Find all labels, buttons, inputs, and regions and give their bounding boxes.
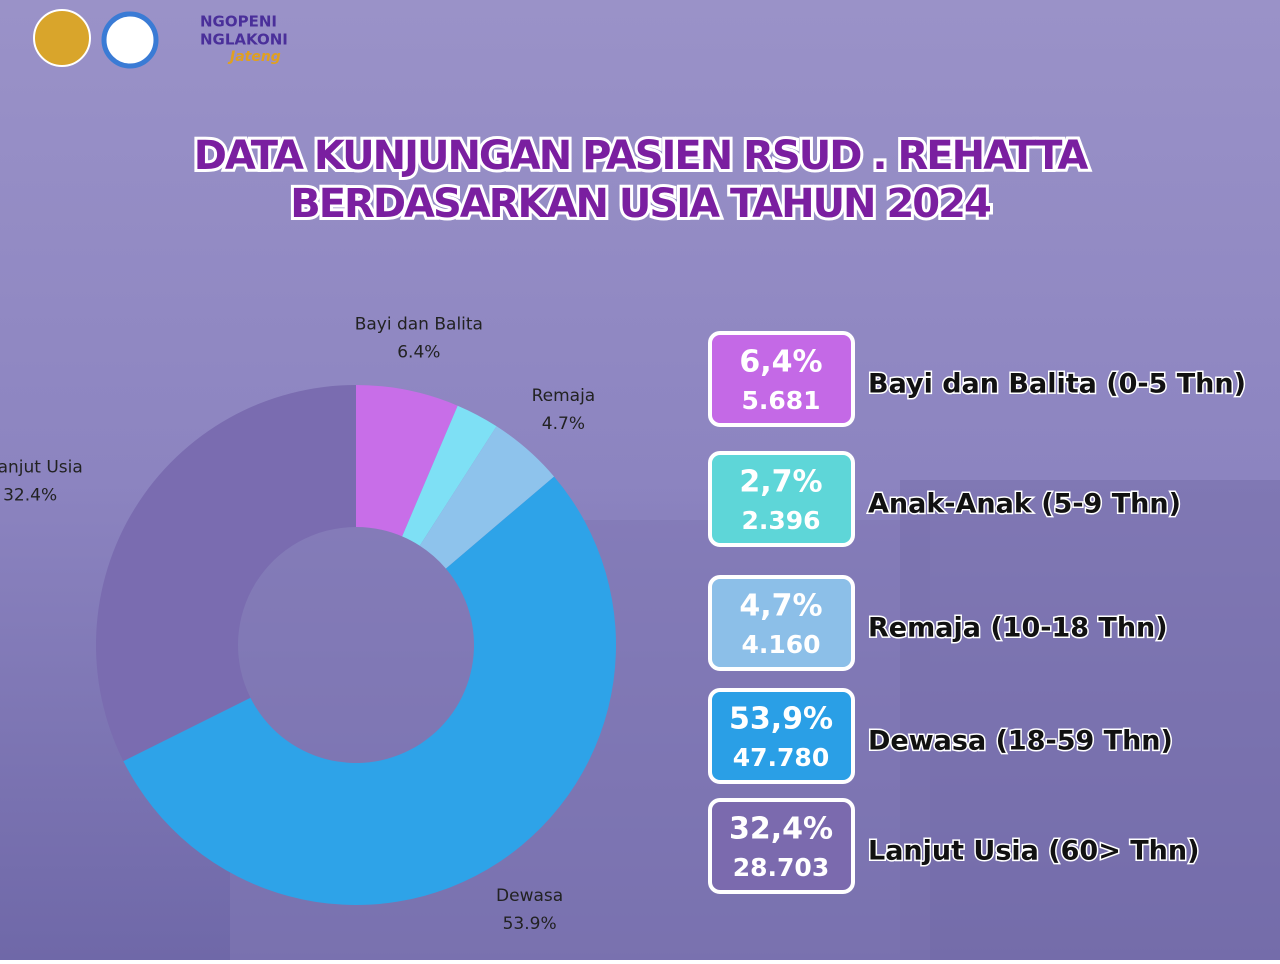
slice bbox=[402, 405, 497, 546]
logo-emblem bbox=[33, 9, 91, 67]
card-percent: 4,7% bbox=[739, 589, 822, 624]
slice-value: 53.9% bbox=[503, 914, 557, 934]
building bbox=[900, 480, 1280, 960]
card-percent: 53,9% bbox=[729, 702, 833, 737]
card-count: 28.703 bbox=[733, 853, 829, 882]
slice bbox=[123, 476, 617, 906]
title: DATA KUNJUNGAN PASIEN RSUD . REHATTA bbox=[194, 133, 1089, 179]
slice-value: 32.4% bbox=[3, 485, 57, 505]
card bbox=[708, 331, 855, 427]
slice-label: Bayi dan Balita bbox=[355, 314, 483, 334]
card bbox=[708, 688, 855, 784]
slice-label: Dewasa bbox=[496, 886, 563, 906]
slice bbox=[356, 385, 458, 537]
title: BERDASARKAN USIA TAHUN 2024 bbox=[290, 181, 990, 227]
card bbox=[708, 798, 855, 894]
card-count: 4.160 bbox=[741, 630, 820, 659]
logo-text: NGLAKONI bbox=[200, 31, 288, 49]
logo-text: Jateng bbox=[227, 49, 281, 65]
card-label: Dewasa (18-59 Thn) bbox=[868, 726, 1173, 757]
card-label: Bayi dan Balita (0-5 Thn) bbox=[868, 369, 1246, 400]
card-label: Lanjut Usia (60> Thn) bbox=[868, 836, 1199, 867]
card-label: Anak-Anak (5-9 Thn) bbox=[868, 489, 1181, 520]
logo-text: NGOPENI bbox=[200, 13, 277, 31]
card-count: 47.780 bbox=[733, 743, 829, 772]
card-percent: 2,7% bbox=[739, 465, 822, 500]
slice-value: 6.4% bbox=[397, 342, 440, 362]
card bbox=[708, 451, 855, 547]
slice-label: Lanjut Usia bbox=[0, 457, 83, 477]
slice-value: 4.7% bbox=[542, 414, 585, 434]
card-count: 2.396 bbox=[741, 506, 820, 535]
slice-label: Remaja bbox=[532, 386, 596, 406]
card-count: 5.681 bbox=[741, 386, 820, 415]
slice bbox=[419, 426, 555, 569]
logo-emblem bbox=[101, 11, 159, 69]
card-percent: 6,4% bbox=[739, 345, 822, 380]
card-label: Remaja (10-18 Thn) bbox=[868, 613, 1168, 644]
card bbox=[708, 575, 855, 671]
card-percent: 32,4% bbox=[729, 812, 833, 847]
slice bbox=[96, 385, 356, 762]
